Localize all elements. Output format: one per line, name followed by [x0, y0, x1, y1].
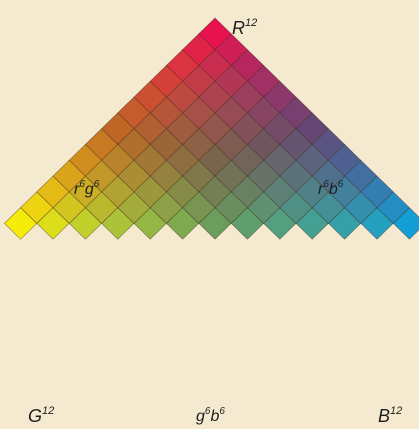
- label-bottom-left: G12: [28, 405, 54, 426]
- rhombus-grid: [3, 17, 419, 240]
- label-right-mid: r6b6: [318, 179, 344, 198]
- label-bottom-right: B12: [378, 405, 402, 426]
- label-top: R12: [232, 17, 257, 38]
- rhombus-cell: [198, 17, 232, 51]
- label-left-mid: r6g6: [74, 179, 100, 198]
- label-bottom-mid: g6b6: [196, 406, 225, 425]
